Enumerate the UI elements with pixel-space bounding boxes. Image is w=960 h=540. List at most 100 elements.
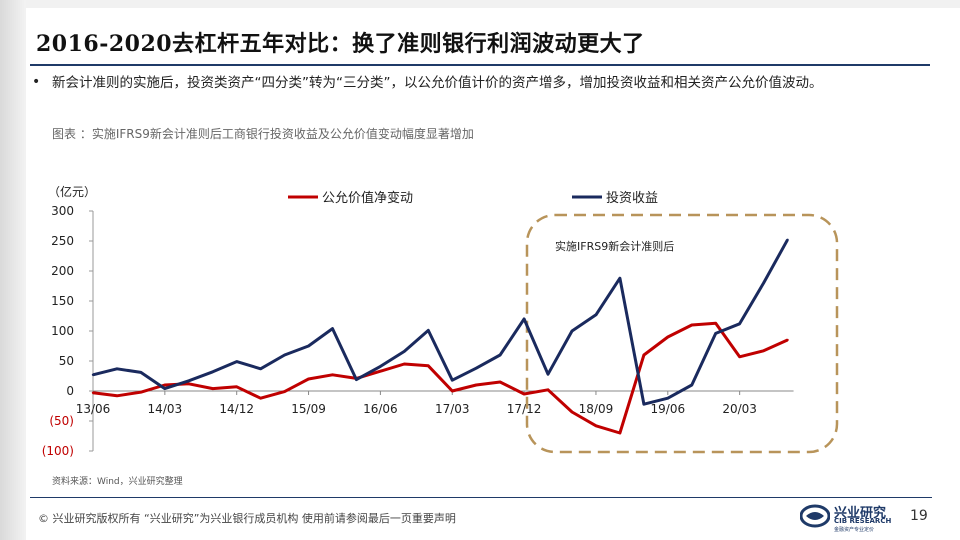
point-fair-value [522, 392, 526, 396]
y-tick-label: (100) [42, 444, 74, 458]
footer-divider [30, 497, 932, 498]
point-investment-income [427, 329, 430, 332]
series-line-investment-income [92, 239, 789, 406]
bullet-icon: • [32, 74, 41, 90]
point-investment-income [379, 365, 382, 368]
point-fair-value [594, 424, 598, 427]
point-investment-income [307, 344, 310, 348]
point-investment-income [403, 350, 406, 353]
legend-label-investment-income: 投资收益 [606, 190, 658, 206]
point-investment-income [283, 353, 286, 357]
footer-disclaimer: © 兴业研究版权所有 “兴业研究”为兴业银行成员机构 使用前请参阅最后一页重要声… [38, 512, 456, 525]
point-investment-income [570, 329, 574, 333]
x-tick-label: 14/03 [148, 402, 183, 416]
y-tick-label: (50) [49, 414, 74, 428]
point-fair-value [403, 362, 406, 366]
logo-cn-text: 兴业研究 [834, 506, 887, 521]
point-investment-income [690, 383, 693, 387]
point-investment-income [211, 370, 214, 373]
x-tick-label: 17/12 [507, 402, 542, 416]
point-investment-income [163, 387, 167, 390]
point-investment-income [618, 277, 622, 280]
y-tick-label: 0 [66, 384, 74, 398]
page-title: 2016-2020去杠杆五年对比：换了准则银行利润波动更大了 [36, 31, 645, 57]
point-fair-value [786, 338, 789, 342]
x-tick-label: 13/06 [76, 402, 111, 416]
y-tick-label: 200 [51, 264, 74, 278]
top-decor-bar [26, 0, 960, 8]
cib-research-logo: 兴业研究 CIB RESEARCH 金融资产专业定价 [800, 500, 900, 534]
y-tick-label: 100 [51, 324, 74, 338]
point-investment-income [91, 373, 95, 376]
legend-label-fair-value: 公允价值净变动 [322, 190, 413, 206]
point-fair-value [91, 391, 95, 394]
point-fair-value [570, 410, 574, 414]
point-fair-value [211, 387, 214, 390]
y-unit-label: （亿元） [48, 184, 96, 199]
cib-logo-icon [800, 504, 830, 528]
bullet-text: 新会计准则的实施后，投资类资产“四分类”转为“三分类”，以公允价值计价的资产增多… [52, 75, 823, 91]
ifrs9-annotation-box [525, 213, 839, 454]
x-tick-label: 14/12 [219, 402, 254, 416]
point-fair-value [307, 377, 310, 381]
point-investment-income [187, 379, 190, 382]
point-investment-income [139, 371, 143, 374]
y-tick-label: 50 [59, 354, 74, 368]
y-tick-label: 300 [51, 204, 74, 218]
x-tick-label: 15/09 [291, 402, 326, 416]
point-fair-value [163, 383, 167, 387]
point-investment-income [786, 238, 789, 241]
point-investment-income [546, 373, 550, 376]
point-fair-value [762, 349, 765, 352]
x-tick-label: 20/03 [722, 402, 757, 416]
point-investment-income [451, 379, 454, 382]
y-tick-label: 150 [51, 294, 74, 308]
point-fair-value [259, 397, 262, 400]
point-fair-value [666, 335, 669, 339]
point-fair-value [331, 373, 334, 376]
point-fair-value [139, 391, 143, 394]
point-fair-value [618, 431, 622, 435]
point-fair-value [714, 322, 717, 325]
point-fair-value [187, 382, 190, 385]
y-tick-label: 250 [51, 234, 74, 248]
point-investment-income [714, 332, 717, 335]
point-fair-value [475, 383, 478, 387]
point-investment-income [355, 378, 358, 381]
point-investment-income [235, 360, 238, 363]
point-investment-income [738, 322, 741, 325]
point-investment-income [666, 397, 669, 400]
point-fair-value [115, 394, 119, 397]
title-divider [30, 64, 930, 66]
point-fair-value [690, 323, 693, 327]
point-fair-value [738, 355, 741, 358]
series-line-fair-value [92, 321, 789, 435]
left-decor-bar [0, 0, 26, 540]
point-fair-value [451, 389, 454, 393]
point-investment-income [642, 403, 646, 406]
x-tick-label: 17/03 [435, 402, 470, 416]
ifrs9-annotation-label: 实施IFRS9新会计准则后 [555, 239, 674, 253]
logo-en-text: CIB RESEARCH [834, 517, 892, 525]
point-investment-income [259, 367, 262, 370]
point-fair-value [498, 380, 502, 384]
x-tick-label: 18/09 [579, 402, 614, 416]
point-fair-value [283, 390, 286, 393]
point-investment-income [475, 367, 478, 370]
point-fair-value [546, 388, 550, 391]
point-investment-income [498, 353, 502, 357]
point-fair-value [642, 353, 646, 357]
logo-sub-text: 金融资产专业定价 [834, 527, 875, 533]
point-investment-income [522, 317, 526, 321]
point-investment-income [115, 367, 119, 370]
point-investment-income [331, 327, 334, 330]
point-fair-value [427, 364, 430, 367]
point-fair-value [379, 370, 382, 373]
point-investment-income [594, 313, 598, 316]
page-number: 19 [910, 508, 928, 524]
point-investment-income [762, 281, 765, 285]
x-tick-label: 16/06 [363, 402, 398, 416]
source-note: 资料来源：Wind，兴业研究整理 [52, 475, 183, 487]
chart-caption: 图表 ：实施IFRS9新会计准则后工商银行投资收益及公允价值变动幅度显著增加 [52, 127, 474, 141]
